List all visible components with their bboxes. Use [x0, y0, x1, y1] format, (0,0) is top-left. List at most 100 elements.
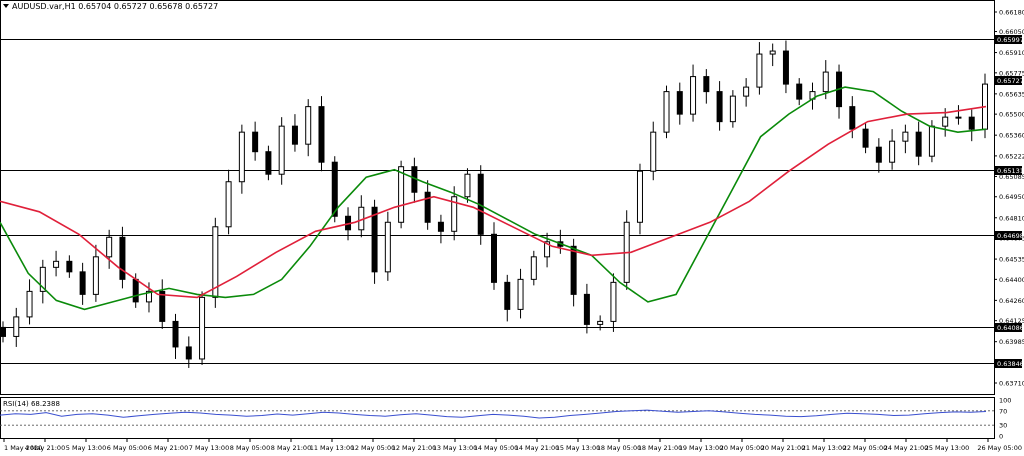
candle — [743, 78, 750, 107]
time-axis-label: 24 May 21:00 — [884, 444, 929, 452]
candle-body — [278, 125, 285, 175]
chart-header: AUDUSD.var,H1 0.65704 0.65727 0.65678 0.… — [3, 2, 218, 11]
candle — [889, 129, 896, 170]
candle — [437, 214, 444, 244]
candle-body — [902, 131, 909, 142]
price-axis-label: 0.65360 — [999, 132, 1024, 140]
level-price-badge — [995, 166, 1022, 175]
rsi-label: RSI(14) 68.2388 — [3, 400, 60, 408]
price-axis-label: 0.63985 — [999, 338, 1024, 346]
candle-body — [968, 116, 975, 130]
candle — [92, 244, 99, 302]
current-price-badge — [995, 76, 1022, 85]
symbol-ohlc-label: AUDUSD.var,H1 0.65704 0.65727 0.65678 0.… — [12, 2, 218, 11]
candle-body — [13, 316, 20, 337]
candle — [597, 315, 604, 331]
candle-body — [928, 125, 935, 157]
rsi-axis-label: 70 — [999, 407, 1007, 415]
candle — [159, 279, 166, 329]
candle — [212, 217, 219, 308]
rsi-panel: RSI(14) 68.2388 — [0, 400, 994, 426]
level-price-badge — [995, 231, 1022, 240]
time-axis-label: 20 May 05:00 — [720, 444, 765, 452]
candle — [451, 186, 458, 241]
price-axis-label: 0.64535 — [999, 256, 1024, 264]
candle-body — [384, 221, 391, 273]
candle — [265, 145, 272, 181]
candle — [53, 250, 60, 277]
candle-body — [769, 50, 776, 55]
rsi-line[interactable] — [0, 409, 987, 419]
rsi-axis-label: 30 — [999, 422, 1007, 430]
candle — [79, 262, 86, 305]
candle — [836, 64, 843, 119]
candle-body — [782, 50, 789, 85]
candle-body — [424, 191, 431, 223]
rsi-axis-label: 0 — [999, 433, 1003, 441]
time-axis-label: 8 May 21:00 — [271, 444, 311, 452]
candle — [769, 43, 776, 67]
level-price-badge — [995, 323, 1022, 332]
candle — [225, 169, 232, 235]
price-axis-label: 0.64950 — [999, 193, 1024, 201]
candle — [623, 210, 630, 290]
price-axis-label: 0.65222 — [999, 152, 1024, 160]
candle — [185, 336, 192, 368]
candle-body — [238, 131, 245, 183]
candle-body — [942, 116, 949, 127]
candle-body — [159, 290, 166, 322]
candle-body — [517, 278, 524, 310]
candle — [13, 307, 20, 347]
level-price-label: 0.64086 — [997, 324, 1024, 332]
candle-body — [437, 221, 444, 232]
candle-body — [53, 260, 60, 268]
time-axis-label: 5 May 13:00 — [66, 444, 106, 452]
price-axis-label: 0.63710 — [999, 379, 1024, 387]
candle — [358, 195, 365, 238]
candle-body — [331, 161, 338, 217]
ma-fast-line[interactable] — [0, 86, 987, 311]
moving-average-lines — [0, 86, 987, 311]
price-axis-label: 0.65775 — [999, 69, 1024, 77]
candle-body — [703, 76, 710, 93]
rsi-axis: 100 70 30 0 — [999, 397, 1011, 441]
candle-body — [119, 236, 126, 280]
candle-body — [371, 206, 378, 273]
price-axis-label: 0.65500 — [999, 111, 1024, 119]
candle-body — [0, 326, 6, 337]
candle — [278, 117, 285, 185]
time-axis-label: 4 May 21:00 — [25, 444, 65, 452]
candle — [305, 99, 312, 157]
candle-body — [796, 83, 803, 100]
candle-body — [597, 320, 604, 325]
main-chart-frame — [0, 0, 995, 395]
candle — [252, 121, 259, 161]
candle — [557, 229, 564, 254]
time-axis-label: 18 May 05:00 — [597, 444, 642, 452]
ma-slow-line[interactable] — [0, 105, 987, 299]
candle-body — [822, 71, 829, 93]
candle-body — [889, 140, 896, 163]
candle — [384, 211, 391, 281]
candle-body — [79, 271, 86, 295]
candle-body — [199, 296, 206, 360]
candle — [39, 259, 46, 304]
candle — [26, 279, 33, 325]
candle — [862, 123, 869, 154]
candle-body — [92, 256, 99, 295]
candle — [398, 160, 405, 229]
candle-body — [663, 91, 670, 133]
candle-body — [570, 245, 577, 295]
candle — [172, 313, 179, 359]
dropdown-triangle-icon[interactable] — [3, 4, 9, 8]
time-axis-label: 6 May 05:00 — [107, 444, 147, 452]
level-price-badge — [995, 35, 1022, 44]
candle — [756, 42, 763, 95]
time-axis-label: 22 May 05:00 — [843, 444, 888, 452]
candle-body — [464, 173, 471, 198]
level-price-label: 0.65997 — [997, 36, 1024, 44]
candle-body — [716, 91, 723, 123]
candle — [464, 168, 471, 203]
